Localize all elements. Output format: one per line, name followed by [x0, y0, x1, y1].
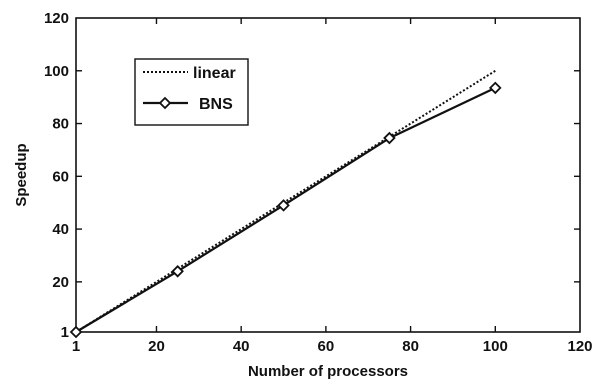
series-layer: [69, 69, 502, 339]
x-tick-label: 1: [72, 338, 80, 355]
y-tick-label: 80: [52, 116, 69, 133]
data-point-bns: [383, 131, 396, 145]
x-tick-label: 100: [483, 338, 508, 355]
x-tick-label: 60: [318, 338, 335, 355]
legend: linear BNS: [134, 58, 249, 126]
x-axis-label: Number of processors: [248, 363, 408, 379]
legend-label-bns: BNS: [199, 96, 233, 113]
y-tick-label: 120: [44, 10, 69, 27]
data-point-bns: [69, 325, 83, 339]
y-axis-label: Speedup: [13, 143, 30, 206]
x-tick-label: 120: [567, 338, 592, 355]
plot-frame: [75, 17, 581, 333]
y-tick-label: 100: [44, 63, 69, 80]
y-tick-label: 1: [61, 324, 69, 341]
legend-box: [134, 58, 249, 126]
legend-diamond-marker: [158, 96, 172, 110]
legend-label-linear: linear: [193, 65, 236, 82]
y-tick-label: 40: [52, 221, 69, 238]
x-tick-label: 80: [402, 338, 419, 355]
data-point-bns: [171, 265, 184, 278]
x-tick-label: 40: [233, 338, 250, 355]
data-point-bns: [277, 199, 290, 212]
data-point-bns: [489, 81, 502, 95]
y-tick-label: 60: [52, 168, 69, 185]
x-tick-label: 20: [148, 338, 165, 355]
axis-ticks: [76, 18, 580, 332]
y-tick-label: 20: [52, 274, 69, 291]
